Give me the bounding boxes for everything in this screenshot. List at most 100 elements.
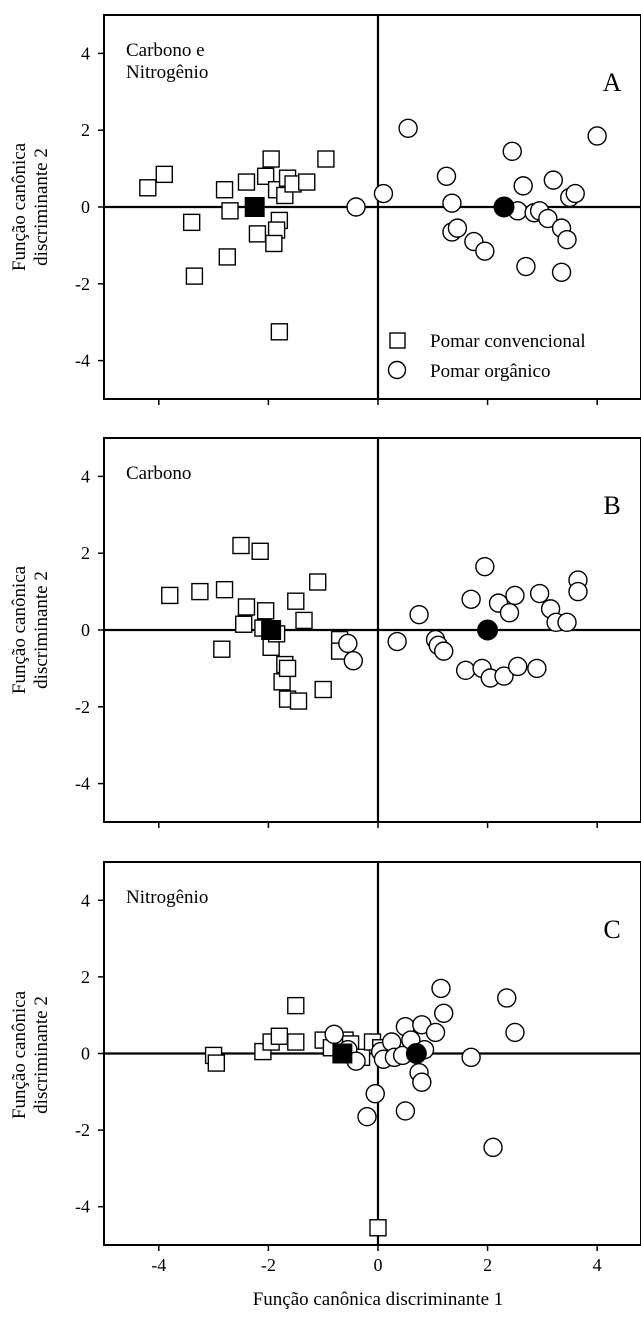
panel-a-point-conventional — [185, 267, 204, 285]
panel-b-point-organic — [475, 556, 495, 577]
panel-c-y-tick-label: 4 — [81, 890, 90, 910]
panel-c-centroid-conventional — [332, 1043, 353, 1064]
panel-b: -4 -2 0 2 4 Carbono B — [75, 437, 641, 828]
panel-c-y-tick-label: 2 — [81, 967, 90, 987]
panel-c-x-tick-label: -2 — [261, 1255, 276, 1275]
panel-a-point-organic — [502, 141, 522, 162]
panel-b-point-organic — [529, 583, 550, 604]
panel-b-point-organic — [499, 603, 520, 623]
panel-a-point-organic — [513, 176, 533, 196]
panel-b-point-conventional — [161, 586, 179, 605]
panel-a-point-conventional — [317, 150, 335, 168]
panel-c-point-organic — [505, 1022, 525, 1043]
panel-a-point-organic — [442, 193, 462, 213]
legend-square-marker — [389, 332, 406, 349]
panel-c-x-tick-label: 2 — [483, 1255, 492, 1275]
panel-b-y-tick-label: -4 — [75, 774, 90, 794]
panel-c: -4 -2 0 2 4 -4 -2 0 2 4 Nitrogênio C — [75, 861, 641, 1275]
panel-a-point-organic — [516, 256, 536, 277]
panel-c-point-organic — [365, 1084, 385, 1104]
panel-a-point-conventional — [270, 323, 289, 341]
panel-a-y-tick-label: 0 — [81, 197, 90, 217]
legend-label-organic: Pomar orgânico — [430, 361, 551, 382]
panel-a-point-conventional — [262, 150, 280, 168]
panel-b-point-conventional — [295, 611, 313, 630]
panel-b-point-conventional — [256, 602, 275, 620]
panel-c-point-organic — [357, 1106, 377, 1127]
panel-a-point-conventional — [215, 181, 234, 199]
panel-a-y-tick-label: -2 — [75, 274, 90, 294]
panel-b-point-conventional — [191, 582, 209, 601]
panel-b-y-tick-label: 0 — [81, 620, 90, 640]
panel-b-point-organic — [557, 612, 577, 633]
panel-a-point-organic — [373, 183, 394, 204]
panel-a-point-conventional — [237, 173, 256, 191]
panel-a-point-organic — [398, 118, 418, 138]
panel-b-point-conventional — [289, 692, 308, 710]
panel-a-point-conventional — [265, 234, 283, 253]
panel-b-point-conventional — [232, 536, 250, 555]
panel-c-x-tick-label: 0 — [373, 1255, 382, 1275]
panel-c-point-conventional — [270, 1027, 289, 1045]
panel-b-point-organic — [494, 666, 514, 686]
panel-b-point-organic — [505, 585, 525, 606]
panel-c-centroid-organic — [405, 1043, 427, 1064]
panel-b-y-tick-label: 4 — [81, 466, 90, 486]
panel-a-point-organic — [551, 262, 572, 282]
panel-a-point-conventional — [218, 248, 236, 266]
panel-c-x-tick-label: -4 — [151, 1255, 166, 1275]
panel-b-point-organic — [508, 656, 528, 677]
x-axis-label: Função canônica discriminante 1 — [253, 1289, 504, 1310]
panel-b-point-organic — [343, 651, 364, 671]
panel-a-point-organic — [565, 183, 585, 204]
panel-b-point-organic — [527, 658, 547, 679]
panel-b-centroid-conventional — [261, 620, 282, 640]
panel-b-point-organic — [461, 589, 481, 609]
panel-c-title: Nitrogênio — [126, 887, 208, 908]
panel-a-point-organic — [538, 208, 558, 229]
panel-a-point-conventional — [182, 213, 201, 232]
panel-c-point-organic — [425, 1022, 446, 1043]
panel-b-point-conventional — [237, 598, 256, 616]
panel-b-point-conventional — [278, 659, 297, 678]
panel-b-centroid-organic — [477, 619, 499, 641]
panel-c-point-organic — [395, 1101, 416, 1121]
y-axis-label-panel-a-line1: Função canônica — [9, 142, 30, 271]
panel-a-point-conventional — [248, 225, 267, 243]
panel-c-point-organic — [434, 1003, 454, 1023]
panel-a-centroid-organic — [493, 196, 515, 218]
panel-c-point-organic — [483, 1137, 503, 1158]
panel-a-point-organic — [447, 218, 468, 238]
y-axis-label-panel-c-line1: Função canônica — [9, 990, 30, 1119]
panel-c-point-conventional — [287, 1033, 305, 1051]
panel-b-point-organic — [338, 633, 358, 654]
panel-b-y-tick-label: 2 — [81, 543, 90, 563]
panel-a-point-organic — [543, 170, 564, 190]
y-axis-label-panel-a-line2: discriminante 2 — [31, 148, 52, 266]
panel-a-point-organic — [346, 197, 366, 217]
panel-c-point-conventional — [207, 1054, 226, 1072]
y-axis-label-panel-c-line2: discriminante 2 — [31, 996, 52, 1114]
panel-b-point-conventional — [287, 592, 305, 610]
panel-b-point-organic — [434, 641, 454, 661]
legend-label-conventional: Pomar convencional — [430, 331, 586, 352]
panel-b-point-organic — [387, 631, 407, 652]
panel-a-point-conventional — [298, 173, 316, 191]
panel-a-title: Carbono e — [126, 40, 205, 61]
panel-a-point-conventional — [256, 167, 275, 185]
panel-c-letter: C — [603, 915, 620, 944]
panel-a-y-tick-label: 2 — [81, 120, 90, 140]
panel-b-y-tick-label: -2 — [75, 697, 90, 717]
panel-b-letter: B — [603, 491, 620, 520]
panel-c-point-conventional — [287, 996, 305, 1015]
panel-b-point-conventional — [235, 615, 253, 633]
panel-a-point-conventional — [221, 202, 239, 220]
y-axis-label-panel-b-line2: discriminante 2 — [31, 571, 52, 689]
panel-c-y-tick-label: -4 — [75, 1197, 90, 1217]
panel-a-title: Nitrogênio — [126, 62, 208, 83]
legend-circle-marker — [387, 360, 407, 380]
panel-b-title: Carbono — [126, 463, 191, 484]
panel-c-point-conventional — [369, 1219, 387, 1237]
